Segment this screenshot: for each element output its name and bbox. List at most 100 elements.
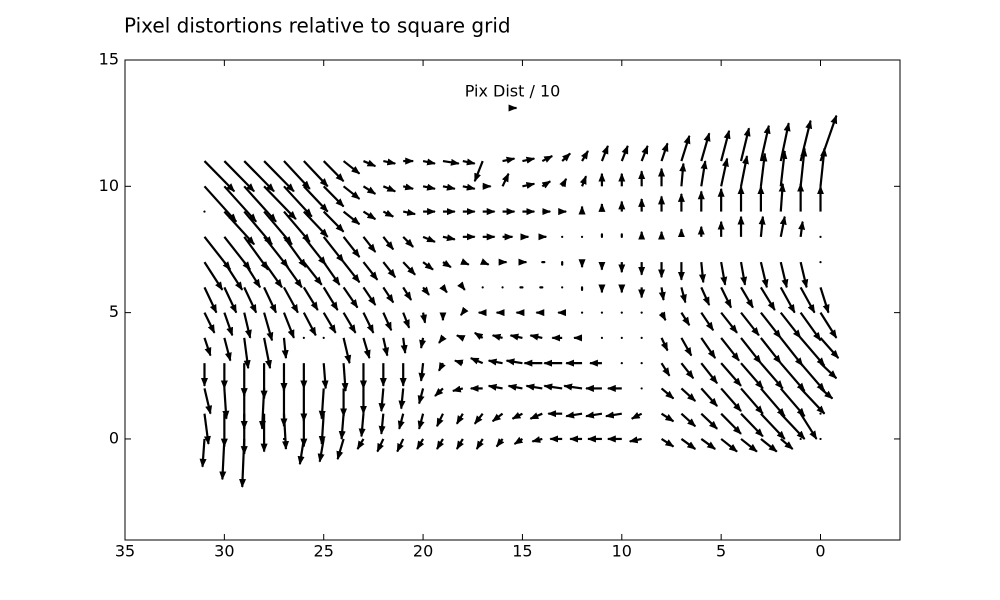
arrow — [203, 312, 216, 334]
arrow — [760, 337, 782, 364]
arrow — [402, 209, 416, 216]
arrow — [420, 312, 427, 324]
arrow — [322, 185, 345, 208]
arrow — [462, 158, 476, 166]
arrow — [479, 258, 490, 266]
arrow — [418, 363, 426, 382]
arrow — [442, 259, 452, 269]
arrow — [203, 286, 218, 314]
arrow — [434, 387, 444, 397]
arrow — [203, 388, 213, 415]
arrow — [740, 412, 764, 438]
arrow — [318, 388, 326, 420]
arrow — [600, 145, 609, 162]
x-tick-label: 10 — [612, 542, 632, 561]
arrow — [739, 261, 748, 286]
arrow — [680, 362, 695, 380]
x-tick-label: 5 — [716, 542, 726, 561]
arrow — [263, 160, 295, 193]
arrow — [243, 312, 252, 339]
arrow — [507, 383, 523, 391]
arrow — [700, 438, 716, 450]
arrow — [799, 311, 822, 342]
arrow — [342, 210, 361, 226]
arrow — [700, 337, 717, 359]
arrow — [779, 337, 804, 367]
arrow — [819, 287, 830, 314]
arrow — [585, 411, 603, 419]
arrow — [322, 261, 341, 286]
arrow — [620, 145, 629, 162]
arrow — [720, 129, 731, 162]
arrow — [342, 286, 359, 309]
arrow — [561, 152, 571, 162]
arrow — [679, 287, 687, 304]
arrow — [658, 287, 666, 301]
arrow — [799, 119, 813, 162]
arrow — [263, 286, 278, 314]
arrow — [522, 181, 536, 189]
arrow — [720, 337, 740, 362]
arrow — [462, 183, 476, 191]
x-tick-label: 25 — [314, 542, 334, 561]
arrow — [417, 388, 425, 405]
arrow — [630, 412, 643, 420]
plot-frame — [124, 59, 901, 541]
arrow — [779, 286, 796, 314]
arrow — [454, 359, 464, 367]
arrow — [798, 220, 806, 237]
arrow — [342, 185, 361, 200]
arrow — [321, 363, 329, 390]
arrow — [660, 412, 675, 423]
arrow — [628, 436, 642, 444]
arrow — [660, 362, 671, 377]
arrow — [322, 210, 345, 233]
y-tick-label: 15 — [99, 50, 119, 69]
arrow — [580, 150, 589, 162]
arrow — [362, 210, 377, 221]
arrow — [402, 183, 414, 191]
arrow — [363, 159, 377, 168]
arrow — [460, 258, 470, 266]
arrow — [442, 234, 456, 242]
arrow — [780, 438, 794, 450]
arrow — [222, 388, 230, 420]
arrow — [322, 286, 339, 311]
arrow — [501, 172, 510, 187]
arrow — [302, 286, 319, 311]
arrow — [457, 281, 466, 291]
arrow — [416, 438, 425, 450]
chart-title: Pixel distortions relative to square gri… — [124, 14, 511, 38]
arrow — [740, 337, 762, 364]
arrow — [439, 284, 448, 294]
arrow — [342, 160, 361, 175]
arrow — [362, 236, 377, 253]
arrow — [396, 438, 405, 453]
arrow — [495, 438, 505, 448]
arrow — [402, 261, 416, 276]
arrow — [779, 362, 806, 392]
arrow — [799, 261, 809, 289]
arrow — [402, 286, 413, 301]
arrow — [223, 160, 255, 193]
arrow — [525, 383, 543, 391]
arrow — [302, 312, 317, 337]
arrow — [700, 160, 708, 187]
arrow — [779, 150, 788, 187]
arrow — [529, 333, 543, 341]
arrow — [541, 155, 554, 163]
arrow — [283, 160, 311, 190]
arrow — [779, 215, 787, 238]
arrow — [760, 387, 786, 417]
arrow — [522, 156, 536, 164]
arrow — [680, 412, 697, 428]
arrow — [419, 337, 427, 349]
arrow — [700, 412, 718, 430]
arrow — [502, 156, 516, 164]
arrow — [679, 162, 687, 187]
arrow — [720, 157, 729, 187]
arrow — [487, 383, 503, 391]
arrow — [203, 413, 211, 445]
arrow — [203, 261, 224, 291]
arrow — [342, 337, 352, 365]
